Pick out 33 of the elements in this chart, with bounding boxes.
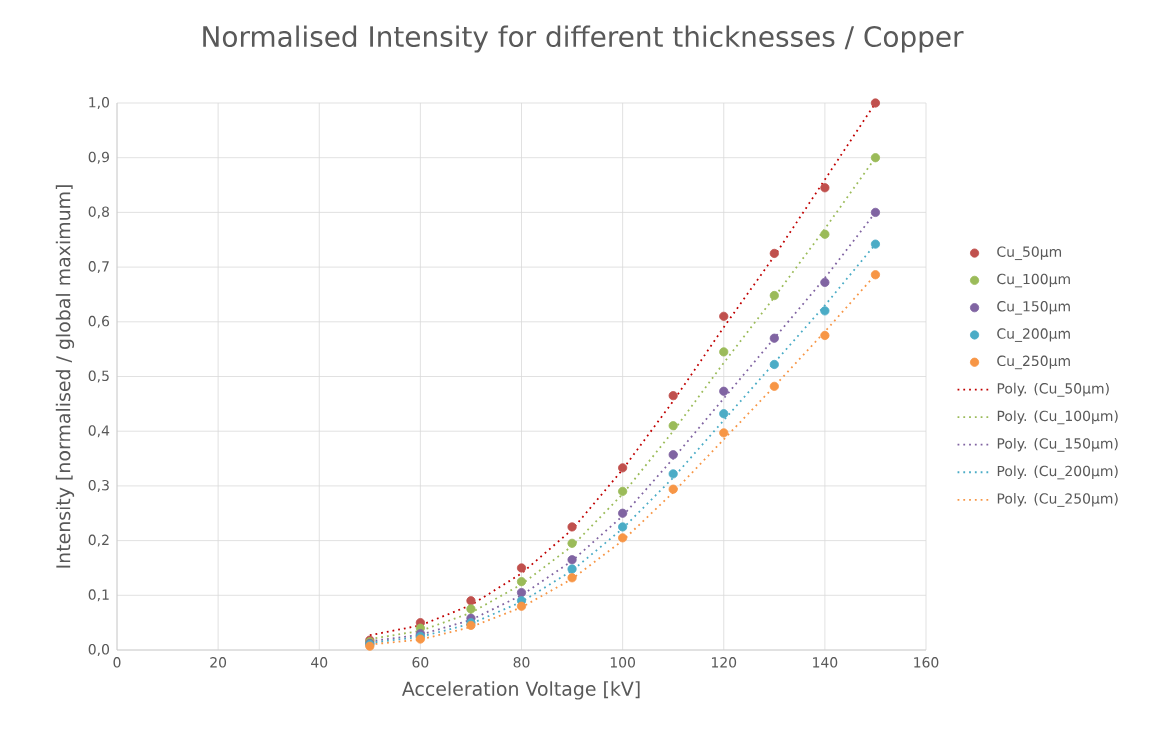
y-tick-label: 0,9 <box>88 151 109 164</box>
y-tick-label: 0,3 <box>88 479 109 492</box>
legend-label: Cu_200µm <box>997 328 1070 342</box>
x-axis-title: Acceleration Voltage [kV] <box>401 681 640 700</box>
legend-label: Cu_250µm <box>997 355 1070 370</box>
legend-label: Cu_50µm <box>997 246 1062 261</box>
y-tick-label: 0,6 <box>88 315 110 328</box>
x-tick-label: 160 <box>914 657 939 668</box>
y-tick-label: 0,7 <box>88 261 109 274</box>
y-tick-label: 0,0 <box>88 644 110 656</box>
y-tick-label: 0,2 <box>88 534 109 547</box>
x-tick-label: 80 <box>513 657 530 668</box>
x-tick-label: 120 <box>711 657 737 668</box>
x-tick-label: 0 <box>113 657 121 668</box>
legend-label: Poly. (Cu_100µm) <box>997 410 1118 425</box>
legend-label: Cu_100µm <box>997 273 1070 288</box>
x-tick-label: 140 <box>813 657 838 668</box>
legend-label: Poly. (Cu_150µm) <box>997 437 1118 452</box>
legend-label: Poly. (Cu_250µm) <box>997 493 1118 507</box>
x-tick-label: 100 <box>610 657 635 668</box>
x-tick-label: 60 <box>412 657 429 668</box>
y-axis-title: Intensity [normalised / global maximum] <box>55 185 75 568</box>
legend-label: Poly. (Cu_50µm) <box>997 382 1109 397</box>
legend-label: Poly. (Cu_200µm) <box>997 465 1118 480</box>
chart-title: Normalised Intensity for different thicknesses / Copper <box>203 25 964 53</box>
y-tick-label: 0,4 <box>88 425 110 438</box>
y-tick-label: 0,8 <box>88 206 109 219</box>
legend-label: Cu_150µm <box>997 301 1070 315</box>
y-tick-label: 0,5 <box>88 370 109 383</box>
x-tick-label: 40 <box>311 657 328 668</box>
y-tick-label: 0,1 <box>88 589 109 602</box>
x-tick-label: 20 <box>210 657 227 668</box>
y-tick-label: 1,0 <box>89 97 110 109</box>
